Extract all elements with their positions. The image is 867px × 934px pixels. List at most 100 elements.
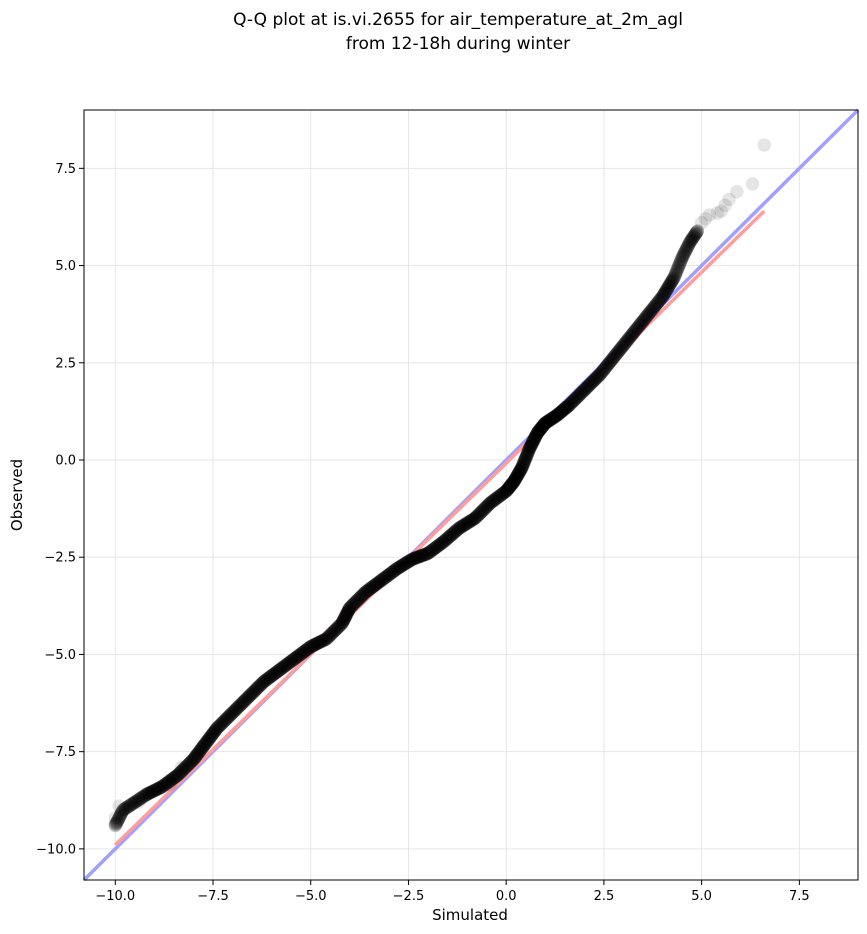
data-point	[326, 625, 340, 640]
data-point	[527, 431, 542, 446]
data-point	[528, 429, 543, 443]
data-point	[589, 370, 604, 385]
data-point	[177, 761, 192, 776]
data-point	[256, 674, 271, 689]
data-point	[683, 234, 698, 249]
data-point	[661, 280, 676, 294]
data-point	[472, 507, 487, 521]
data-point	[286, 653, 300, 667]
data-point	[682, 236, 697, 251]
data-point	[464, 513, 479, 528]
data-point	[203, 730, 217, 745]
data-point	[271, 663, 286, 678]
data-point	[328, 623, 343, 637]
data-point	[487, 493, 501, 508]
data-point	[580, 379, 595, 394]
data-point	[272, 663, 287, 677]
data-point	[681, 237, 696, 252]
data-point	[519, 448, 534, 463]
data-point	[515, 459, 530, 474]
data-point	[264, 668, 279, 683]
data-point	[652, 293, 667, 308]
data-point	[688, 227, 702, 242]
data-point	[394, 559, 409, 573]
data-point	[162, 774, 176, 789]
data-point	[315, 634, 329, 648]
data-point	[297, 644, 311, 659]
data-point	[138, 788, 152, 803]
data-point	[184, 754, 198, 769]
x-tick-label: −2.5	[393, 889, 425, 904]
data-point	[674, 252, 689, 267]
data-point	[606, 350, 621, 365]
data-point	[670, 262, 685, 276]
data-point	[745, 177, 760, 191]
data-point	[603, 355, 617, 369]
data-point	[403, 553, 417, 568]
data-point	[604, 353, 619, 368]
data-point	[354, 589, 368, 604]
data-point	[470, 509, 484, 523]
data-point	[621, 332, 635, 347]
data-point	[512, 465, 526, 480]
data-point	[111, 813, 125, 827]
data-point	[375, 572, 390, 587]
data-point	[633, 317, 648, 332]
data-point	[284, 653, 299, 668]
data-point	[533, 421, 548, 436]
data-point	[645, 302, 660, 317]
data-point	[664, 275, 678, 290]
data-point	[154, 780, 168, 795]
data-point	[378, 570, 393, 585]
data-point	[339, 607, 354, 622]
data-point	[714, 204, 729, 218]
data-point	[535, 419, 550, 434]
data-point	[666, 271, 681, 286]
data-point	[340, 605, 355, 620]
data-point	[128, 795, 142, 810]
data-point	[690, 224, 705, 239]
data-point	[304, 639, 319, 653]
data-point	[124, 797, 139, 812]
data-point	[517, 455, 531, 470]
data-point	[586, 374, 601, 388]
data-point	[484, 495, 499, 509]
data-point	[298, 643, 312, 658]
data-point	[447, 525, 462, 539]
data-point	[337, 610, 352, 625]
data-point	[131, 793, 145, 807]
data-point	[506, 475, 521, 489]
data-point	[168, 769, 183, 784]
data-point	[454, 519, 469, 534]
data-point	[267, 667, 281, 682]
data-point	[405, 552, 420, 567]
data-point	[530, 427, 544, 441]
data-point	[340, 606, 354, 621]
data-point	[399, 555, 414, 570]
data-point	[556, 403, 570, 418]
chart-title: Q-Q plot at is.vi.2655 for air_temperatu…	[233, 10, 683, 30]
data-point	[569, 390, 584, 405]
data-point	[566, 394, 581, 408]
data-point	[344, 599, 358, 614]
data-point	[475, 503, 490, 518]
data-point	[678, 244, 693, 258]
data-point	[316, 633, 330, 648]
data-point	[148, 783, 163, 797]
data-point	[190, 748, 204, 762]
data-point	[188, 750, 202, 765]
data-point	[380, 568, 395, 583]
data-point	[625, 327, 640, 342]
data-point	[489, 491, 503, 506]
data-point	[341, 604, 355, 618]
data-point	[307, 638, 321, 652]
data-point	[673, 255, 688, 269]
data-point	[686, 230, 701, 244]
data-point	[357, 586, 372, 601]
data-point	[501, 481, 516, 496]
data-point	[217, 713, 232, 728]
data-point	[369, 577, 384, 591]
data-point	[366, 579, 381, 594]
data-point	[386, 564, 401, 579]
data-point	[531, 424, 546, 439]
